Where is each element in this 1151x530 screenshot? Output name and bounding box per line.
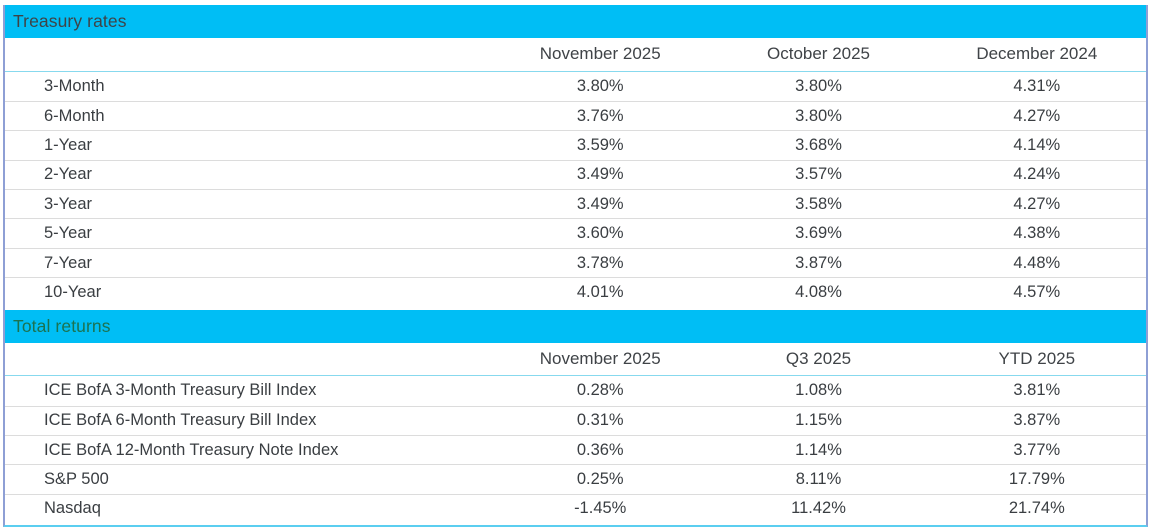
tables-frame: Treasury rates November 2025 October 202…	[3, 5, 1148, 527]
column-header-november-2025: November 2025	[539, 44, 661, 64]
cell-value: 0.28%	[576, 381, 624, 400]
table-row-5-year: 5-Year 3.60% 3.69% 4.38%	[5, 218, 1146, 247]
table-row-2-year: 2-Year 3.49% 3.57% 4.24%	[5, 159, 1146, 189]
row-label: 5-Year	[44, 224, 93, 243]
table-row-nasdaq: Nasdaq -1.45% 11.42% 21.74%	[5, 493, 1146, 523]
table-row-sp-500: S&P 500 0.25% 8.11% 17.79%	[5, 464, 1146, 493]
column-header-q3-2025: Q3 2025	[785, 348, 852, 368]
cell-value: 3.77%	[1013, 440, 1061, 459]
row-label: 1-Year	[44, 135, 93, 154]
cell-value: 1.15%	[795, 411, 842, 430]
table-row-10-year: 10-Year 4.01% 4.08% 4.57%	[5, 277, 1146, 306]
table-row-3-month: 3-Month 3.80% 3.80% 4.31%	[5, 72, 1146, 101]
row-label: ICE BofA 6-Month Treasury Bill Index	[44, 411, 317, 430]
cell-value: 1.14%	[795, 440, 842, 459]
cell-value: 3.68%	[795, 135, 842, 154]
cell-value: 4.08%	[795, 282, 842, 301]
cell-value: 3.87%	[1013, 411, 1061, 430]
column-header-december-2024: December 2024	[976, 44, 1098, 64]
row-label: 3-Year	[44, 194, 93, 213]
row-label: ICE BofA 12-Month Treasury Note Index	[44, 440, 339, 459]
cell-value: 3.80%	[576, 76, 624, 95]
cell-value: 3.60%	[576, 224, 624, 243]
cell-value: 3.76%	[576, 106, 624, 125]
cell-value: 3.80%	[795, 106, 842, 125]
table-row-ice-bofa-3-month: ICE BofA 3-Month Treasury Bill Index 0.2…	[5, 376, 1146, 405]
row-label: Nasdaq	[44, 499, 101, 518]
table-row-ice-bofa-12-month: ICE BofA 12-Month Treasury Note Index 0.…	[5, 434, 1146, 464]
table-row-6-month: 6-Month 3.76% 3.80% 4.27%	[5, 100, 1146, 130]
cell-value: 3.49%	[576, 194, 624, 213]
cell-value: 17.79%	[1008, 469, 1065, 488]
cell-value: 3.81%	[1013, 381, 1061, 400]
cell-value: 3.80%	[795, 76, 842, 95]
table-row-ice-bofa-6-month: ICE BofA 6-Month Treasury Bill Index 0.3…	[5, 405, 1146, 435]
cell-value: 3.49%	[576, 165, 624, 184]
cell-value: 4.01%	[576, 282, 624, 301]
cell-value: 4.14%	[1013, 135, 1061, 154]
cell-value: 1.08%	[795, 381, 842, 400]
column-header-ytd-2025: YTD 2025	[998, 348, 1076, 368]
table-row-7-year: 7-Year 3.78% 3.87% 4.48%	[5, 247, 1146, 277]
cell-value: 4.24%	[1013, 165, 1061, 184]
cell-value: 3.59%	[576, 135, 624, 154]
cell-value: 4.27%	[1013, 106, 1061, 125]
cell-value: 4.38%	[1013, 224, 1061, 243]
treasury-rates-section-header: Treasury rates	[5, 5, 1146, 38]
cell-value: 3.78%	[576, 253, 624, 272]
treasury-rates-column-headers: November 2025 October 2025 December 2024	[5, 38, 1146, 72]
row-label: 7-Year	[44, 253, 93, 272]
table-row-1-year: 1-Year 3.59% 3.68% 4.14%	[5, 130, 1146, 159]
cell-value: 4.48%	[1013, 253, 1061, 272]
total-returns-column-headers: November 2025 Q3 2025 YTD 2025	[5, 343, 1146, 377]
cell-value: 21.74%	[1008, 499, 1065, 518]
cell-value: 11.42%	[791, 499, 846, 518]
cell-value: 0.25%	[576, 469, 624, 488]
total-returns-section-header: Total returns	[5, 309, 1146, 343]
cell-value: 4.31%	[1013, 76, 1061, 95]
section-divider-gap	[5, 306, 1146, 310]
cell-value: 4.57%	[1013, 282, 1061, 301]
row-label: 6-Month	[44, 106, 105, 125]
cell-value: 0.31%	[576, 411, 624, 430]
cell-value: 3.87%	[795, 253, 842, 272]
cell-value: 8.11%	[795, 469, 842, 488]
treasury-rates-title: Treasury rates	[13, 11, 127, 31]
row-label: ICE BofA 3-Month Treasury Bill Index	[44, 381, 317, 400]
total-returns-title: Total returns	[13, 315, 111, 336]
row-label: 3-Month	[44, 76, 105, 95]
column-header-october-2025: October 2025	[767, 44, 871, 64]
cell-value: 4.27%	[1013, 194, 1061, 213]
cell-value: 3.58%	[795, 194, 842, 213]
row-label: 2-Year	[44, 165, 93, 184]
column-header-november-2025: November 2025	[539, 348, 661, 368]
row-label: S&P 500	[44, 469, 109, 488]
cell-value: 0.36%	[576, 440, 624, 459]
table-row-3-year: 3-Year 3.49% 3.58% 4.27%	[5, 189, 1146, 218]
cell-value: -1.45%	[574, 499, 627, 518]
cell-value: 3.69%	[795, 224, 842, 243]
cell-value: 3.57%	[795, 165, 842, 184]
row-label: 10-Year	[44, 282, 102, 301]
